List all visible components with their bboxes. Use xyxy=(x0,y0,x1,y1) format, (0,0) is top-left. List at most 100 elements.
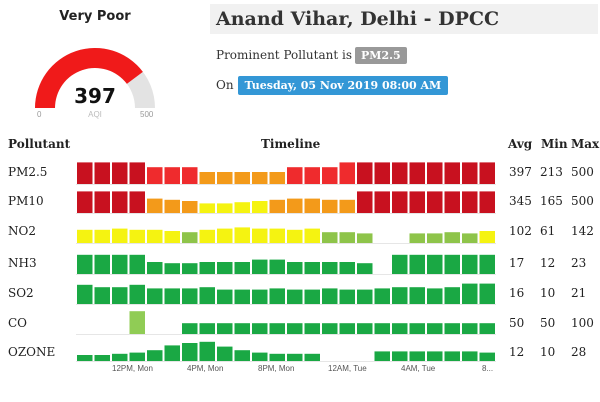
timeline-bar-co[interactable] xyxy=(392,323,408,334)
timeline-bar-pm10[interactable] xyxy=(234,202,251,213)
timeline-bar-pm25[interactable] xyxy=(462,162,478,184)
timeline-bar-ozone[interactable] xyxy=(444,351,461,361)
timeline-bar-pm25[interactable] xyxy=(287,167,303,184)
timeline-bar-pm25[interactable] xyxy=(234,172,251,184)
timeline-bar-so2[interactable] xyxy=(409,287,426,304)
timeline-bar-no2[interactable] xyxy=(322,232,338,243)
timeline-bar-co[interactable] xyxy=(182,323,198,334)
timeline-bar-no2[interactable] xyxy=(479,231,496,243)
timeline-bar-pm10[interactable] xyxy=(252,201,268,213)
timeline-bar-pm10[interactable] xyxy=(77,191,93,213)
timeline-bar-co[interactable] xyxy=(479,323,496,334)
timeline-bar-no2[interactable] xyxy=(304,228,321,243)
timeline-bar-so2[interactable] xyxy=(269,288,286,304)
timeline-bar-pm10[interactable] xyxy=(392,191,408,213)
timeline-bar-pm25[interactable] xyxy=(357,162,373,184)
timeline-bar-so2[interactable] xyxy=(427,288,443,304)
timeline-bar-co[interactable] xyxy=(462,323,478,334)
timeline-bar-pm10[interactable] xyxy=(164,199,181,213)
timeline-bar-ozone[interactable] xyxy=(217,346,233,361)
timeline-bar-ozone[interactable] xyxy=(374,351,391,361)
timeline-bar-co[interactable] xyxy=(304,323,321,334)
timeline-bar-ozone[interactable] xyxy=(199,341,216,361)
timeline-bar-pm10[interactable] xyxy=(322,199,338,213)
timeline-bar-ozone[interactable] xyxy=(479,352,496,361)
timeline-bar-so2[interactable] xyxy=(112,287,128,304)
timeline-bar-ozone[interactable] xyxy=(269,353,286,361)
timeline-bar-nh3[interactable] xyxy=(444,254,461,274)
timeline-bar-no2[interactable] xyxy=(409,233,426,243)
timeline-bar-pm25[interactable] xyxy=(129,162,146,184)
timeline-bar-nh3[interactable] xyxy=(77,254,93,274)
timeline-bar-so2[interactable] xyxy=(147,288,163,304)
timeline-bar-so2[interactable] xyxy=(252,289,268,304)
timeline-bar-so2[interactable] xyxy=(339,289,356,304)
timeline-bar-pm25[interactable] xyxy=(374,162,391,184)
timeline-bar-nh3[interactable] xyxy=(322,262,338,274)
timeline-bar-so2[interactable] xyxy=(77,284,93,304)
timeline-bar-ozone[interactable] xyxy=(252,352,268,361)
timeline-bar-ozone[interactable] xyxy=(94,355,111,361)
timeline-bar-co[interactable] xyxy=(339,323,356,334)
timeline-bar-pm25[interactable] xyxy=(94,162,111,184)
timeline-bar-pm10[interactable] xyxy=(479,191,496,213)
timeline-bar-pm25[interactable] xyxy=(147,167,163,184)
timeline-bar-nh3[interactable] xyxy=(129,254,146,274)
timeline-bar-co[interactable] xyxy=(269,323,286,334)
timeline-bar-pm25[interactable] xyxy=(444,162,461,184)
timeline-bar-co[interactable] xyxy=(234,323,251,334)
timeline-bar-pm10[interactable] xyxy=(462,191,478,213)
timeline-bar-co[interactable] xyxy=(129,311,146,334)
timeline-bar-no2[interactable] xyxy=(444,232,461,243)
timeline-bar-nh3[interactable] xyxy=(234,262,251,274)
timeline-bar-pm10[interactable] xyxy=(217,203,233,213)
timeline-bar-co[interactable] xyxy=(374,323,391,334)
timeline-bar-nh3[interactable] xyxy=(269,259,286,274)
timeline-bar-nh3[interactable] xyxy=(164,263,181,274)
timeline-bar-ozone[interactable] xyxy=(304,353,321,361)
timeline-bar-no2[interactable] xyxy=(357,233,373,243)
timeline-bar-co[interactable] xyxy=(287,323,303,334)
timeline-bar-nh3[interactable] xyxy=(147,262,163,274)
timeline-bar-no2[interactable] xyxy=(252,228,268,243)
timeline-bar-nh3[interactable] xyxy=(199,262,216,274)
timeline-bar-no2[interactable] xyxy=(427,233,443,243)
timeline-bar-ozone[interactable] xyxy=(147,350,163,361)
timeline-bar-pm25[interactable] xyxy=(77,162,93,184)
timeline-bar-pm25[interactable] xyxy=(322,167,338,184)
timeline-bar-no2[interactable] xyxy=(182,232,198,243)
timeline-bar-no2[interactable] xyxy=(147,229,163,243)
timeline-bar-pm25[interactable] xyxy=(269,172,286,184)
timeline-bar-pm10[interactable] xyxy=(339,199,356,213)
timeline-bar-so2[interactable] xyxy=(94,287,111,304)
timeline-bar-nh3[interactable] xyxy=(479,254,496,274)
timeline-bar-nh3[interactable] xyxy=(339,262,356,274)
timeline-bar-nh3[interactable] xyxy=(252,259,268,274)
timeline-bar-so2[interactable] xyxy=(374,288,391,304)
timeline-bar-pm10[interactable] xyxy=(199,203,216,213)
timeline-bar-pm10[interactable] xyxy=(287,198,303,213)
timeline-bar-nh3[interactable] xyxy=(392,254,408,274)
timeline-bar-pm10[interactable] xyxy=(357,191,373,213)
timeline-bar-co[interactable] xyxy=(444,323,461,334)
timeline-bar-ozone[interactable] xyxy=(112,353,128,361)
timeline-bar-ozone[interactable] xyxy=(129,352,146,361)
timeline-bar-pm10[interactable] xyxy=(129,191,146,213)
timeline-bar-so2[interactable] xyxy=(287,289,303,304)
timeline-bar-co[interactable] xyxy=(252,323,268,334)
timeline-bar-pm10[interactable] xyxy=(304,198,321,213)
timeline-bar-no2[interactable] xyxy=(269,228,286,243)
timeline-bar-nh3[interactable] xyxy=(287,262,303,274)
timeline-bar-pm25[interactable] xyxy=(182,167,198,184)
timeline-bar-pm10[interactable] xyxy=(182,201,198,213)
timeline-bar-nh3[interactable] xyxy=(304,262,321,274)
timeline-bar-so2[interactable] xyxy=(234,289,251,304)
timeline-bar-pm10[interactable] xyxy=(427,191,443,213)
timeline-bar-so2[interactable] xyxy=(129,284,146,304)
timeline-bar-pm10[interactable] xyxy=(112,191,128,213)
timeline-bar-ozone[interactable] xyxy=(392,351,408,361)
timeline-bar-pm10[interactable] xyxy=(147,198,163,213)
timeline-bar-nh3[interactable] xyxy=(357,263,373,274)
timeline-bar-ozone[interactable] xyxy=(234,350,251,361)
timeline-bar-nh3[interactable] xyxy=(409,254,426,274)
